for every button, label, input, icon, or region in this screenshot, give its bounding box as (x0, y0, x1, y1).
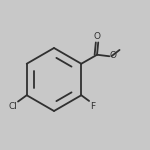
Text: Cl: Cl (8, 102, 17, 111)
Text: O: O (110, 51, 117, 60)
Text: F: F (90, 102, 95, 111)
Text: O: O (94, 32, 100, 41)
